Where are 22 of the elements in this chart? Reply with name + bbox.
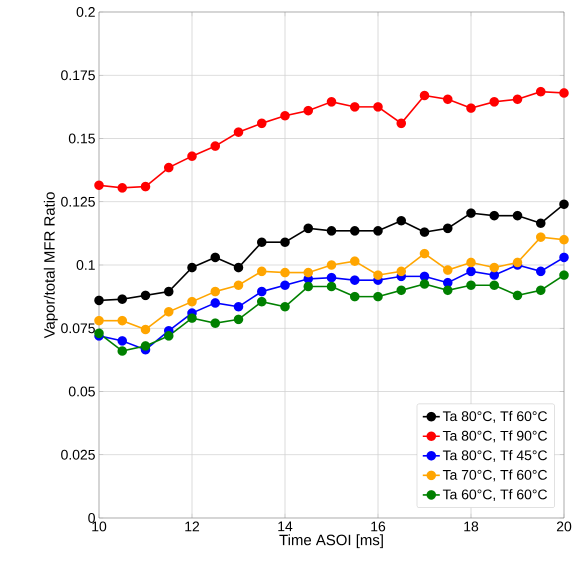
legend-label: Ta 80°C, Tf 90°C bbox=[442, 430, 547, 442]
y-tick-label: 0.175 bbox=[61, 70, 95, 80]
y-tick-label: 0.2 bbox=[76, 7, 95, 17]
legend-label: Ta 60°C, Tf 60°C bbox=[442, 489, 547, 501]
x-tick-label: 20 bbox=[556, 522, 572, 532]
legend-label: Ta 80°C, Tf 45°C bbox=[442, 450, 547, 462]
y-tick-label: 0.15 bbox=[68, 134, 95, 144]
y-tick-label: 0.075 bbox=[61, 323, 95, 334]
y-axis-title: Vapor/total MFR Ratio bbox=[44, 192, 58, 338]
y-tick-label: 0 bbox=[88, 513, 95, 523]
y-tick-label: 0.1 bbox=[76, 260, 95, 270]
x-axis-title: Time ASOI [ms] bbox=[279, 534, 383, 548]
x-tick-label: 14 bbox=[278, 522, 292, 532]
x-tick-label: 16 bbox=[371, 522, 386, 532]
y-tick-label: 0.025 bbox=[61, 450, 95, 460]
legend-label: Ta 80°C, Tf 60°C bbox=[442, 410, 547, 423]
legend-label: Ta 70°C, Tf 60°C bbox=[442, 470, 547, 482]
x-tick-label: 18 bbox=[464, 522, 478, 532]
y-tick-label: 0.125 bbox=[61, 196, 95, 207]
y-tick-label: 0.05 bbox=[68, 386, 95, 396]
x-tick-label: 10 bbox=[92, 522, 106, 532]
x-tick-label: 12 bbox=[185, 522, 200, 532]
